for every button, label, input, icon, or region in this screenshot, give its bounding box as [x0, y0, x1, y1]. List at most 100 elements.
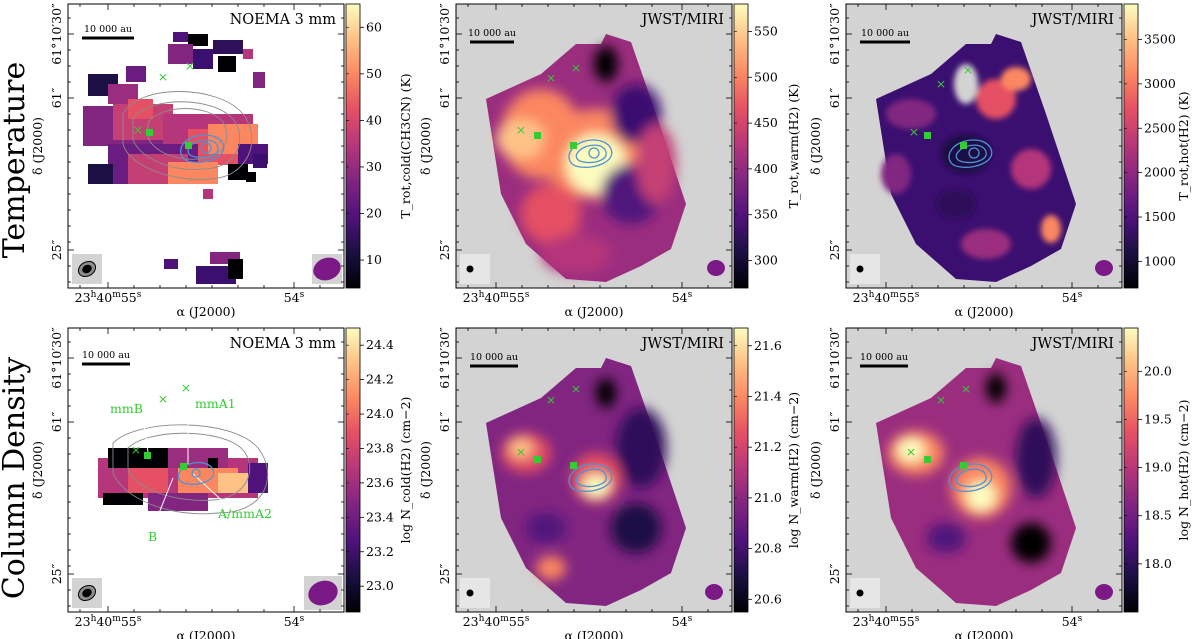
instrument-label: NOEMA 3 mm: [230, 336, 337, 352]
panel-n-cold: × × × mmB mmA1 A/mmA2 B 10 000 au NOEMA 3 …: [67, 327, 345, 613]
ra-tick-label: 23h40m55s: [463, 614, 530, 629]
svg-text:×: ×: [906, 444, 916, 459]
instrument-label: JWST/MIRI: [1030, 12, 1114, 28]
colorbar-tick-label: 40: [366, 112, 382, 127]
svg-text:10 000 au: 10 000 au: [468, 28, 516, 39]
blue-contours: [948, 463, 993, 492]
colorbar-tick-label: 20: [366, 206, 382, 221]
colorbar-gradient: [345, 327, 361, 613]
colorbar-label: log N_hot(H2) (cm−2): [1176, 400, 1191, 541]
svg-text:×: ×: [133, 122, 143, 137]
source-markers: × × ×: [909, 62, 973, 149]
ra-tick-label: 54s: [1062, 614, 1083, 629]
instrument-label: JWST/MIRI: [640, 336, 724, 352]
svg-text:×: ×: [158, 391, 168, 406]
panel-n-warm: × × × 10 000 au JWST/MIRI: [455, 327, 733, 613]
ra-tick-label: 23h40m55s: [853, 614, 920, 629]
axes-ticks-n-hot: 23h40m55s 54s α (J2000) 61°10′30″ 61″ 25″ δ (J…: [808, 327, 1122, 639]
ra-axis-label: α (J2000): [565, 628, 624, 639]
colorbar-gradient: [733, 327, 749, 613]
colorbar-tick-label: 60: [366, 19, 382, 34]
dec-axis-label: δ (J2000): [30, 117, 45, 175]
source-markers: × × ×: [906, 381, 971, 469]
blue-contours: [177, 461, 215, 486]
dec-tick-label: 61″: [49, 411, 64, 432]
dec-tick-label: 25″: [437, 239, 452, 260]
colorbar-label: log N_warm(H2) (cm−2): [786, 392, 801, 548]
svg-text:×: ×: [571, 381, 581, 396]
colorbar-gradient: [345, 3, 361, 289]
colorbar-t-cold: 10 20 30 40 50 60 T_rot,cold(CH3CN) (K): [345, 3, 413, 289]
dec-tick-label: 61″: [827, 411, 842, 432]
svg-text:×: ×: [546, 70, 556, 85]
blue-contours: [568, 463, 613, 492]
svg-text:10 000 au: 10 000 au: [470, 352, 518, 363]
dec-axis-label: δ (J2000): [808, 117, 823, 175]
dec-tick-label: 25″: [827, 563, 842, 584]
axes-ticks-t-hot: 23h40m55s 54s α (J2000) 61°10′30″ 61″ 25″ δ (J…: [808, 3, 1122, 319]
colorbar-tick-label: 450: [754, 115, 778, 130]
svg-text:10 000 au: 10 000 au: [860, 352, 908, 363]
beam-right: [304, 576, 342, 610]
dec-tick-label: 25″: [827, 239, 842, 260]
beam-left: [72, 254, 102, 284]
panel-t-hot: × × × 10 000 au JWST/MIRI: [845, 3, 1123, 289]
colorbar-tick-label: 1500: [1144, 209, 1176, 224]
blue-contours: [568, 139, 613, 168]
beam-left: [460, 578, 490, 608]
source-label-mma1: mmA1: [195, 396, 236, 411]
panel-n-hot: × × × 10 000 au JWST/MIRI: [845, 327, 1123, 613]
colorbar-tick-label: 10: [366, 252, 382, 267]
colorbar-tick-label: 19.0: [1144, 460, 1172, 475]
axes-layer: 23h40m55s 54s α (J2000) 61°10′30″ 61″ 25″ δ (J…: [30, 3, 1122, 639]
colorbar-tick-label: 400: [754, 161, 778, 176]
ra-axis-label: α (J2000): [177, 628, 236, 639]
axes-ticks-t-warm: 23h40m55s 54s α (J2000) 61°10′30″ 61″ 25″ δ (J…: [418, 3, 732, 319]
colorbar-tick-label: 20.0: [1144, 363, 1172, 378]
scalebar: 10 000 au: [860, 352, 908, 368]
callout-lines: [142, 408, 229, 529]
beam-right: [702, 256, 730, 284]
colorbar-tick-label: 18.0: [1144, 556, 1172, 571]
scalebar: 10 000 au: [82, 24, 134, 40]
dec-tick-label: 61°10′30″: [437, 327, 452, 389]
svg-text:10 000 au: 10 000 au: [82, 350, 130, 361]
source-label-mmb: mmB: [110, 401, 143, 416]
scalebar: 10 000 au: [470, 352, 518, 368]
svg-text:×: ×: [185, 58, 195, 73]
svg-text:×: ×: [131, 442, 141, 457]
blue-contours: [180, 134, 225, 163]
colorbar-tick-label: 21.0: [754, 490, 782, 505]
colorbar-tick-label: 23.6: [366, 475, 394, 490]
beam-left: [72, 578, 102, 608]
dec-tick-label: 61°10′30″: [827, 327, 842, 389]
beam-left: [850, 578, 880, 608]
dec-axis-label: δ (J2000): [418, 441, 433, 499]
colorbar-t-warm: 300 350 400 450 500 550 T_rot,warm(H2) (K): [733, 3, 801, 289]
ra-tick-label: 23h40m55s: [75, 290, 142, 305]
ra-axis-label: α (J2000): [955, 628, 1014, 639]
colorbar-tick-label: 24.2: [366, 372, 394, 387]
svg-text:×: ×: [571, 60, 581, 75]
dec-tick-label: 25″: [49, 563, 64, 584]
ra-tick-label: 23h40m55s: [75, 614, 142, 629]
colorbar-tick-label: 18.5: [1144, 508, 1172, 523]
colorbar-tick-label: 23.0: [366, 578, 394, 593]
axes-ticks-n-cold: 23h40m55s 54s α (J2000) 61°10′30″ 61″ 25″ δ (J…: [30, 327, 344, 639]
colorbar-n-cold: 23.0 23.2 23.4 23.6 23.8 24.0 24.2 24.4 log N_co…: [345, 327, 413, 613]
scalebar: 10 000 au: [82, 350, 130, 366]
ra-axis-label: α (J2000): [565, 304, 624, 319]
colorbar-tick-label: 350: [754, 207, 778, 222]
beam-right: [702, 580, 730, 608]
svg-text:×: ×: [181, 380, 191, 395]
colorbar-tick-label: 20.6: [754, 591, 782, 606]
colorbar-tick-label: 50: [366, 66, 382, 81]
dec-tick-label: 61°10′30″: [437, 3, 452, 65]
colorbar-tick-label: 30: [366, 159, 382, 174]
svg-text:×: ×: [516, 122, 526, 137]
colorbar-tick-label: 21.2: [754, 439, 782, 454]
source-markers: × × ×: [131, 380, 191, 470]
source-markers: × × ×: [516, 60, 581, 149]
source-label-b: B: [148, 529, 157, 544]
